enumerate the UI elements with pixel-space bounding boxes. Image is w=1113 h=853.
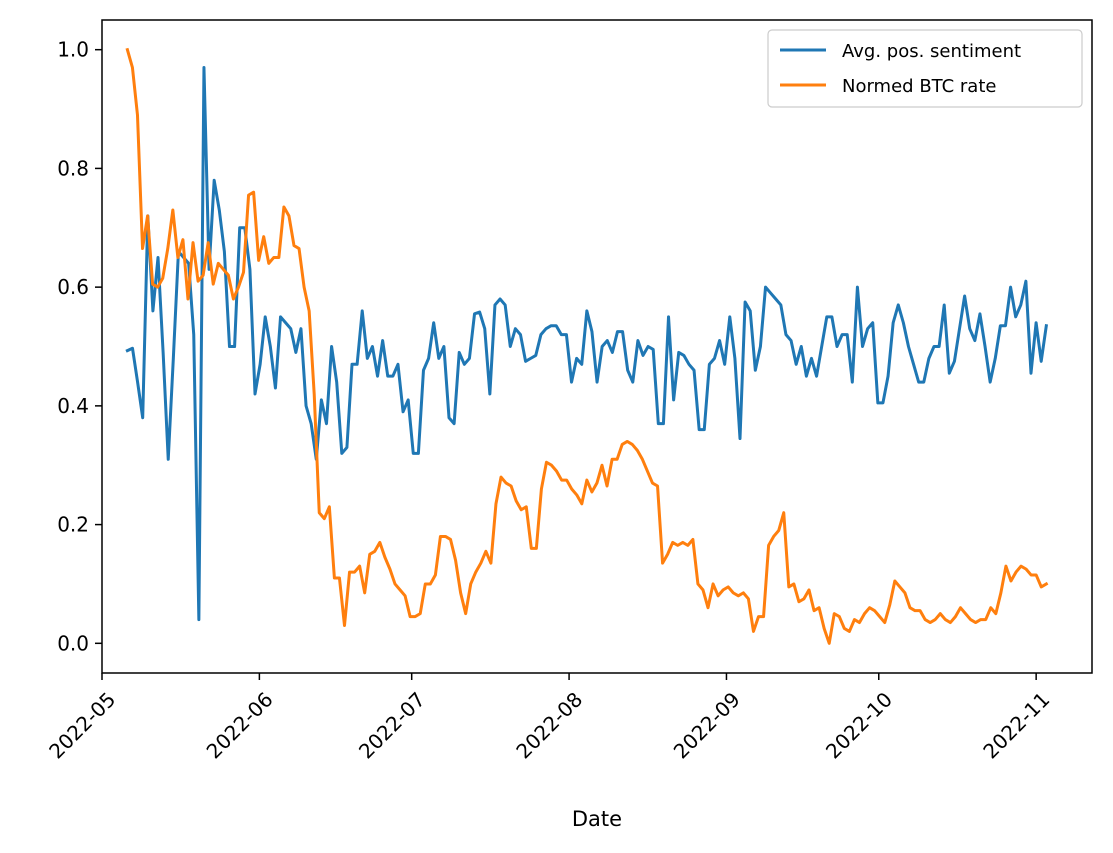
y-tick-label: 0.2 <box>57 513 89 537</box>
legend-label-btc: Normed BTC rate <box>842 76 996 97</box>
y-tick-label: 1.0 <box>57 38 89 62</box>
x-axis-label: Date <box>572 807 622 831</box>
y-tick-label: 0.8 <box>57 156 89 180</box>
series-lines <box>125 47 1049 645</box>
y-tick-label: 0.4 <box>57 394 89 418</box>
legend-label-sentiment: Avg. pos. sentiment <box>842 41 1021 62</box>
y-tick-label: 0.0 <box>57 631 89 655</box>
y-tick-label: 0.6 <box>57 275 89 299</box>
series-line-btc <box>125 47 1049 645</box>
plot-frame <box>101 19 1093 674</box>
legend-box <box>767 29 1083 108</box>
series-line-sentiment <box>125 65 1049 622</box>
legend: Avg. pos. sentiment Normed BTC rate <box>767 29 1083 108</box>
y-axis: 0.0 0.2 0.4 0.6 0.8 1.0 <box>57 38 102 655</box>
